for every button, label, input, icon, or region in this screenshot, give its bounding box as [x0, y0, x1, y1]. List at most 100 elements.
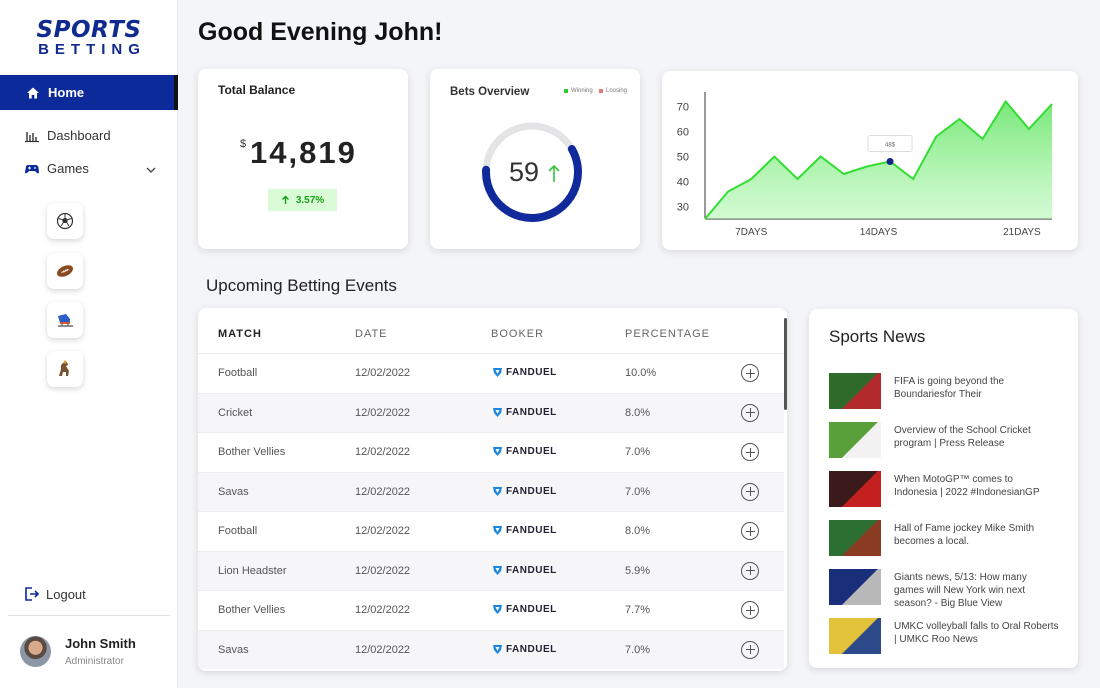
sidebar-divider [8, 615, 170, 616]
booker-name: FANDUEL [506, 643, 557, 655]
news-thumbnail [829, 471, 881, 507]
add-bet-button[interactable] [741, 522, 759, 540]
cell-percentage: 8.0% [625, 525, 651, 537]
table-row[interactable]: Bother Vellies 12/02/2022 FANDUEL 7.0% [198, 432, 784, 471]
cell-booker: FANDUEL [492, 446, 557, 457]
table-row[interactable]: Bother Vellies 12/02/2022 FANDUEL 7.7% [198, 590, 784, 629]
news-item[interactable]: Giants news, 5/13: How many games will N… [829, 569, 1059, 609]
cell-percentage: 10.0% [625, 367, 657, 379]
cell-booker: FANDUEL [492, 407, 557, 418]
chevron-down-icon[interactable] [146, 166, 156, 174]
bets-overview-card: Bets Overview Winning Loosing 59 [430, 69, 640, 249]
sidebar-item-home[interactable]: Home [0, 75, 178, 110]
balance-change-badge: 3.57% [268, 189, 337, 211]
cell-booker: FANDUEL [492, 525, 557, 536]
game-horse-racing-button[interactable] [47, 351, 83, 387]
balance-value: 14,819 [250, 135, 357, 170]
page-title: Good Evening John! [198, 18, 443, 46]
add-bet-button[interactable] [741, 443, 759, 461]
booker-name: FANDUEL [506, 525, 557, 536]
cell-booker: FANDUEL [492, 367, 557, 378]
cell-match: Savas [218, 485, 249, 498]
fanduel-shield-icon [493, 605, 502, 614]
game-soccer-button[interactable] [47, 203, 83, 239]
game-skating-button[interactable] [47, 302, 83, 338]
cell-percentage: 8.0% [625, 406, 651, 419]
legend-label: Loosing [606, 88, 628, 94]
y-tick-label: 70 [677, 102, 689, 114]
add-bet-button[interactable] [741, 561, 759, 580]
skating-icon [58, 314, 73, 327]
fanduel-shield-icon [493, 565, 502, 575]
news-item[interactable]: FIFA is going beyond the Boundariesfor T… [829, 373, 1059, 409]
bets-overview-value: 59 [509, 157, 540, 187]
cell-date: 12/02/2022 [355, 446, 411, 458]
news-thumbnail [829, 618, 881, 654]
cell-match: Bother Vellies [218, 604, 286, 616]
sidebar-item-label: Dashboard [47, 128, 111, 143]
news-item[interactable]: Overview of the School Cricket program |… [829, 422, 1059, 458]
news-item[interactable]: Hall of Fame jockey Mike Smith becomes a… [829, 520, 1059, 556]
booker-name: FANDUEL [506, 446, 557, 457]
table-scrollbar[interactable] [784, 318, 787, 410]
arrow-up-icon [281, 195, 289, 204]
user-name: John Smith [65, 636, 136, 651]
fanduel-shield-icon [493, 486, 502, 496]
brand-logo[interactable]: SPORTS BETTING [0, 18, 178, 58]
cell-date: 12/02/2022 [355, 564, 411, 577]
table-row[interactable]: Football 12/02/2022 FANDUEL 10.0% [198, 353, 784, 392]
series-line [704, 99, 1053, 220]
area-fill [705, 101, 1052, 219]
legend-winning: Winning [564, 88, 593, 94]
table-row[interactable]: Lion Headster 12/02/2022 FANDUEL 5.9% [198, 550, 784, 590]
add-bet-button[interactable] [741, 601, 759, 619]
cell-date: 12/02/2022 [355, 643, 411, 656]
column-header-percentage[interactable]: PERCENTAGE [625, 328, 710, 340]
add-bet-button[interactable] [741, 640, 759, 659]
add-bet-button[interactable] [741, 482, 759, 501]
cell-booker: FANDUEL [492, 486, 557, 497]
table-row[interactable]: Football 12/02/2022 FANDUEL 8.0% [198, 511, 784, 550]
fanduel-shield-icon [493, 526, 502, 535]
table-row[interactable]: Cricket 12/02/2022 FANDUEL 8.0% [198, 392, 784, 432]
news-thumbnail [829, 373, 881, 409]
sidebar: SPORTS BETTING Home Dashboard Games Logo… [0, 0, 178, 688]
column-header-date[interactable]: DATE [355, 328, 388, 340]
sidebar-item-label: Home [48, 85, 85, 100]
avatar[interactable] [20, 636, 51, 667]
balance-title: Total Balance [218, 83, 296, 97]
sidebar-item-games[interactable]: Games [24, 161, 89, 176]
add-bet-button[interactable] [741, 364, 759, 382]
brand-line2: BETTING [38, 41, 146, 58]
table-row[interactable]: Savas 12/02/2022 FANDUEL 7.0% [198, 629, 784, 669]
news-headline: UMKC volleyball falls to Oral Roberts | … [894, 621, 1059, 645]
column-header-booker[interactable]: BOOKER [491, 328, 545, 340]
events-section-title: Upcoming Betting Events [206, 276, 397, 295]
tooltip-box [867, 135, 913, 152]
news-thumbnail [829, 520, 881, 556]
news-item[interactable]: When MotoGP™ comes to Indonesia | 2022 #… [829, 471, 1059, 507]
events-table: MATCH DATE BOOKER PERCENTAGE Football 12/… [198, 308, 787, 671]
dashboard-icon [25, 131, 39, 142]
column-header-match[interactable]: MATCH [218, 328, 262, 340]
cell-percentage: 7.0% [625, 643, 651, 656]
total-balance-card: Total Balance $ 14,819 3.57% [198, 69, 408, 249]
home-icon [27, 87, 39, 98]
news-headline: Hall of Fame jockey Mike Smith becomes a… [894, 523, 1035, 547]
bets-overview-title: Bets Overview [450, 86, 530, 98]
cell-date: 12/02/2022 [355, 485, 411, 498]
cell-match: Cricket [218, 406, 253, 419]
tooltip-label: 48$ [885, 143, 896, 149]
cell-booker: FANDUEL [492, 644, 557, 655]
game-football-button[interactable] [47, 253, 83, 289]
logout-button[interactable]: Logout [24, 586, 86, 602]
news-headline: Overview of the School Cricket program |… [894, 425, 1031, 449]
table-row[interactable]: Savas 12/02/2022 FANDUEL 7.0% [198, 471, 784, 511]
news-headline: FIFA is going beyond the Boundariesfor T… [894, 376, 1005, 400]
cell-date: 12/02/2022 [355, 525, 411, 537]
news-item[interactable]: UMKC volleyball falls to Oral Roberts | … [829, 618, 1059, 654]
cell-match: Football [218, 525, 258, 537]
donut-progress [482, 122, 582, 222]
sidebar-item-dashboard[interactable]: Dashboard [24, 128, 111, 143]
add-bet-button[interactable] [741, 403, 759, 422]
